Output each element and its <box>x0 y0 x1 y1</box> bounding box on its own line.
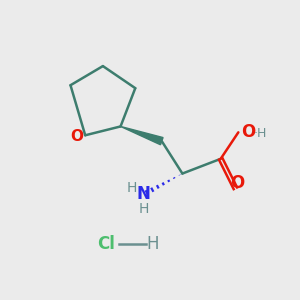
Text: O: O <box>241 123 255 141</box>
Text: N: N <box>136 184 151 202</box>
Text: H: H <box>127 181 137 195</box>
Polygon shape <box>121 126 163 145</box>
Text: Cl: Cl <box>97 235 115 253</box>
Text: O: O <box>230 174 244 192</box>
Text: O: O <box>70 129 83 144</box>
Text: ·H: ·H <box>254 127 267 140</box>
Text: H: H <box>138 202 149 216</box>
Text: H: H <box>147 235 159 253</box>
